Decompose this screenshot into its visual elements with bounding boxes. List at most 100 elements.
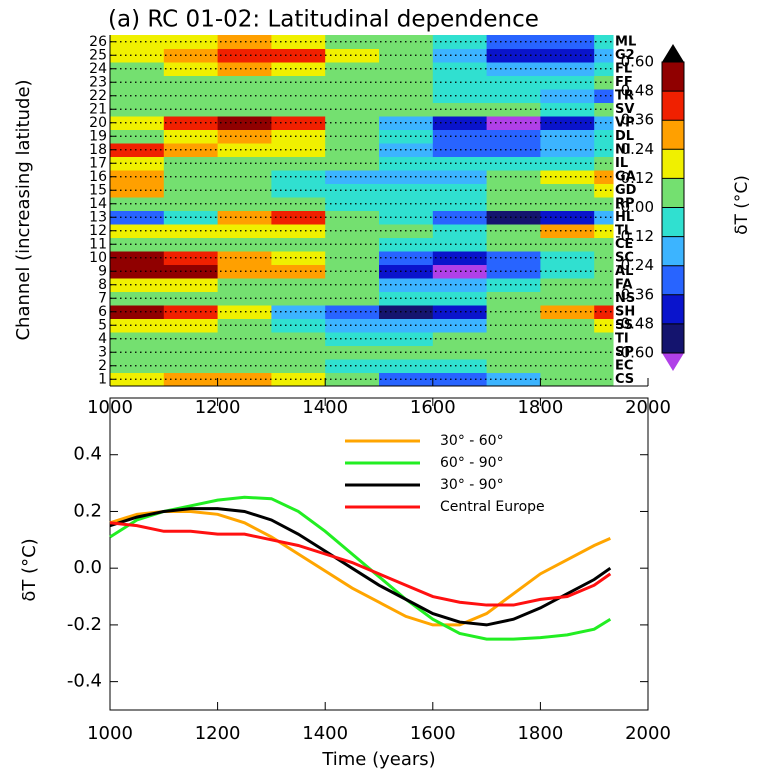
heat-cell xyxy=(540,332,595,346)
heat-cell xyxy=(217,305,272,319)
heat-cell xyxy=(594,318,614,333)
heat-cell xyxy=(486,116,541,130)
heat-cell xyxy=(110,291,165,306)
heat-cell xyxy=(110,251,165,265)
channel-label: ML xyxy=(615,34,636,49)
heat-cell xyxy=(594,75,614,90)
heat-cell xyxy=(540,372,595,387)
x-tick-label: 1400 xyxy=(302,723,348,744)
y-tick-label: 0.2 xyxy=(73,500,102,521)
x-axis-label: Time (years) xyxy=(321,749,435,770)
heat-cell xyxy=(217,35,272,49)
colorbar-tick-label: -0.12 xyxy=(615,227,654,245)
heat-cell xyxy=(486,359,541,373)
heat-cell xyxy=(486,156,541,171)
heat-cell xyxy=(271,183,326,198)
colorbar-over xyxy=(662,44,684,62)
heat-cell xyxy=(271,291,326,306)
heat-cell xyxy=(486,35,541,49)
heat-cell xyxy=(325,264,380,279)
heat-cell xyxy=(594,48,614,63)
y-tick-label: 23 xyxy=(89,74,107,90)
y-tick-label: 14 xyxy=(89,196,107,212)
heat-cell xyxy=(540,116,595,130)
heat-cell xyxy=(110,359,165,373)
heat-cell xyxy=(540,89,595,103)
heat-cell xyxy=(432,332,488,346)
heat-cell xyxy=(540,278,595,292)
heat-cell xyxy=(110,210,165,225)
y-tick-label: 0.0 xyxy=(73,557,102,578)
heat-cell xyxy=(594,237,614,252)
heat-cell xyxy=(110,48,165,63)
heat-cell xyxy=(432,224,488,238)
heat-cell xyxy=(110,305,165,319)
y-tick-label: -0.4 xyxy=(67,671,102,692)
x-tick-label: 1200 xyxy=(195,723,241,744)
colorbar-under xyxy=(662,353,684,371)
heat-cell xyxy=(432,170,488,184)
heat-cell xyxy=(594,251,614,265)
heat-cell xyxy=(594,224,614,238)
heat-cell xyxy=(432,62,488,76)
colorbar-band xyxy=(662,207,684,237)
heat-cell xyxy=(540,129,595,144)
channel-label: SC xyxy=(615,250,634,265)
heat-cell xyxy=(432,35,488,49)
heat-cell xyxy=(486,305,541,319)
heat-cell xyxy=(271,224,326,238)
heat-cell xyxy=(540,197,595,211)
channel-label: VP xyxy=(615,115,635,130)
heat-cell xyxy=(271,278,326,292)
heat-cell xyxy=(432,102,488,117)
heat-cell xyxy=(271,102,326,117)
channel-label: AL xyxy=(615,264,633,279)
y-tick-label: 1 xyxy=(98,371,107,387)
heat-cell xyxy=(432,237,488,252)
channel-label: CS xyxy=(615,372,634,387)
heat-cell xyxy=(486,372,541,387)
y-tick-label: 2 xyxy=(98,358,107,374)
colorbar-band xyxy=(662,236,684,266)
heat-cell xyxy=(594,278,614,292)
heat-cell xyxy=(486,183,541,198)
colorbar-label: δT (°C) xyxy=(732,175,752,235)
channel-label: NI xyxy=(615,142,631,157)
heat-cell xyxy=(110,345,165,360)
heat-cell xyxy=(486,237,541,252)
heat-cell xyxy=(325,224,380,238)
heat-cell xyxy=(217,278,272,292)
channel-label: EC xyxy=(615,358,633,373)
y-tick-label: 21 xyxy=(89,101,107,117)
y-tick-label: -0.2 xyxy=(67,614,102,635)
heat-cell xyxy=(486,75,541,90)
y-tick-label: 12 xyxy=(89,223,107,239)
channel-label: SH xyxy=(615,304,635,319)
y-tick-label: 22 xyxy=(89,88,107,104)
heat-cell xyxy=(217,291,272,306)
heat-cell xyxy=(110,332,165,346)
y-tick-label: 5 xyxy=(98,317,107,333)
colorbar-band xyxy=(662,62,684,92)
y-tick-label: 26 xyxy=(89,34,107,50)
line-series xyxy=(109,521,612,607)
heat-cell xyxy=(540,305,595,319)
heat-cell xyxy=(432,197,488,211)
colorbar-tick-label: -0.60 xyxy=(615,344,654,362)
heat-cell xyxy=(325,116,380,130)
heat-cell xyxy=(217,318,272,333)
heat-cell xyxy=(325,156,380,171)
heat-cell xyxy=(594,264,614,279)
y-tick-label: 20 xyxy=(89,115,107,131)
heat-cell xyxy=(110,224,165,238)
heat-cell xyxy=(540,75,595,90)
colorbar-band xyxy=(662,178,684,208)
heat-cell xyxy=(486,264,541,279)
y-tick-label: 7 xyxy=(98,290,107,306)
colorbar-band xyxy=(662,323,684,353)
colorbar-tick-label: 0.24 xyxy=(621,140,654,158)
heat-cell xyxy=(432,143,488,157)
heat-cell xyxy=(432,359,488,373)
heat-cell xyxy=(325,183,380,198)
heat-cell xyxy=(325,251,380,265)
